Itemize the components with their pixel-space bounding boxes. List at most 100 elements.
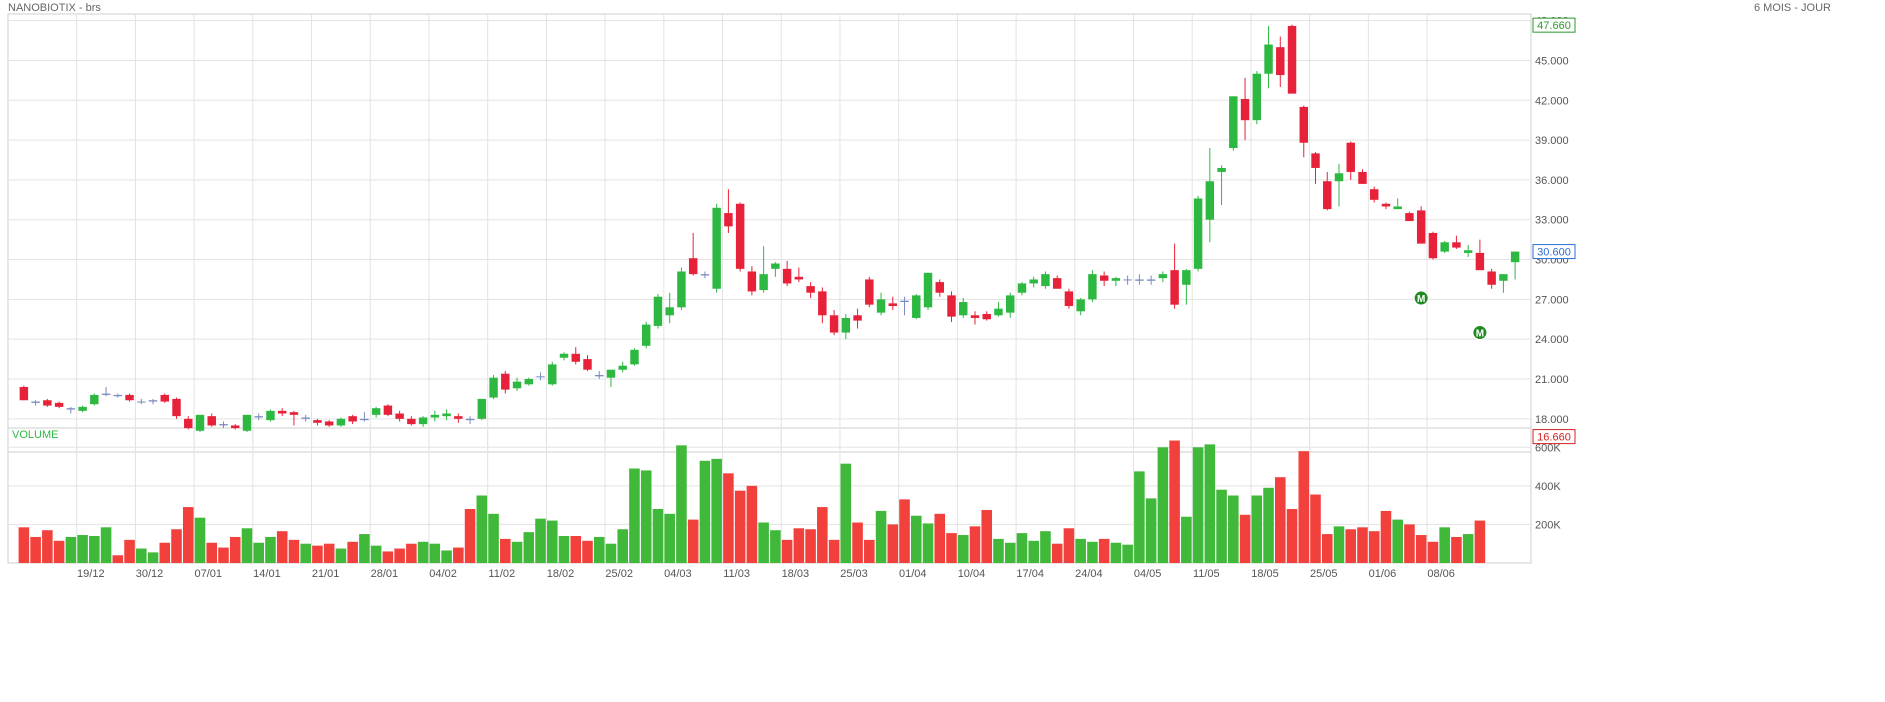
volume-bar[interactable] <box>734 490 746 563</box>
candle-body[interactable] <box>1264 44 1273 74</box>
volume-bar[interactable] <box>42 530 53 563</box>
candle-body[interactable] <box>912 295 921 318</box>
volume-bar[interactable] <box>922 523 934 563</box>
volume-bar[interactable] <box>640 470 652 563</box>
candle-body[interactable] <box>78 406 87 411</box>
volume-bar[interactable] <box>65 536 77 563</box>
candle-body[interactable] <box>430 414 440 418</box>
volume-bar[interactable] <box>840 463 852 563</box>
volume-bar[interactable] <box>699 460 711 563</box>
volume-bar[interactable] <box>1216 489 1227 563</box>
candle-body[interactable] <box>254 416 263 418</box>
volume-bar[interactable] <box>171 529 182 563</box>
candle-body[interactable] <box>418 417 428 425</box>
candle-body[interactable] <box>1346 142 1355 172</box>
volume-bar[interactable] <box>359 534 370 563</box>
volume-bar[interactable] <box>993 538 1004 563</box>
candle-body[interactable] <box>641 324 651 346</box>
candle-body[interactable] <box>853 315 862 321</box>
candle-body[interactable] <box>1463 250 1473 253</box>
volume-bar[interactable] <box>1110 542 1122 563</box>
candle-body[interactable] <box>1076 299 1085 312</box>
volume-bar[interactable] <box>335 548 347 563</box>
volume-bar[interactable] <box>1462 534 1474 563</box>
candle-body[interactable] <box>324 421 334 426</box>
candle-body[interactable] <box>1452 242 1461 248</box>
volume-bar[interactable] <box>1122 544 1133 563</box>
volume-bar[interactable] <box>852 522 863 564</box>
volume-bar[interactable] <box>652 509 664 563</box>
volume-bar[interactable] <box>1016 533 1028 563</box>
candle-body[interactable] <box>454 416 463 419</box>
volume-bar[interactable] <box>124 539 135 563</box>
candle-body[interactable] <box>841 317 851 333</box>
candle-body[interactable] <box>43 400 52 406</box>
volume-bar[interactable] <box>30 536 41 563</box>
candle-body[interactable] <box>735 203 745 269</box>
volume-bar[interactable] <box>887 524 899 563</box>
candle-body[interactable] <box>700 274 710 276</box>
volume-bar[interactable] <box>406 543 417 563</box>
volume-bar[interactable] <box>535 518 546 563</box>
volume-bar[interactable] <box>1145 498 1157 563</box>
candle-body[interactable] <box>148 400 158 402</box>
candle-body[interactable] <box>759 274 768 291</box>
volume-bar[interactable] <box>18 527 30 563</box>
volume-bar[interactable] <box>1192 447 1204 563</box>
candle-body[interactable] <box>489 377 498 398</box>
candle-body[interactable] <box>113 394 123 397</box>
candle-body[interactable] <box>1299 106 1308 143</box>
candle-body[interactable] <box>348 416 357 422</box>
candle-body[interactable] <box>677 271 686 308</box>
candle-body[interactable] <box>1240 98 1250 121</box>
candle-body[interactable] <box>1323 181 1332 210</box>
candle-body[interactable] <box>900 300 909 303</box>
candle-body[interactable] <box>1229 96 1238 149</box>
candle-body[interactable] <box>31 401 40 403</box>
volume-bar[interactable] <box>1263 487 1274 563</box>
candle-body[interactable] <box>1017 283 1027 293</box>
volume-bar[interactable] <box>300 543 311 563</box>
candle-body[interactable] <box>1170 270 1179 305</box>
candle-body[interactable] <box>618 365 627 370</box>
candle-body[interactable] <box>371 408 381 415</box>
volume-bar[interactable] <box>429 543 441 563</box>
volume-bar[interactable] <box>899 499 910 563</box>
volume-bar[interactable] <box>864 539 875 563</box>
volume-bar[interactable] <box>476 495 488 564</box>
candle-body[interactable] <box>829 315 839 333</box>
candle-body[interactable] <box>383 405 393 415</box>
volume-bar[interactable] <box>500 538 511 563</box>
volume-bar[interactable] <box>453 547 464 563</box>
candle-body[interactable] <box>959 302 968 316</box>
candle-body[interactable] <box>1005 295 1015 313</box>
volume-bar[interactable] <box>288 539 300 563</box>
candle-body[interactable] <box>395 413 404 419</box>
volume-bar[interactable] <box>182 507 194 563</box>
candle-body[interactable] <box>583 359 592 370</box>
volume-bar[interactable] <box>1181 516 1192 563</box>
volume-bar[interactable] <box>1251 495 1263 564</box>
candle-body[interactable] <box>982 313 991 320</box>
candle-body[interactable] <box>970 315 980 318</box>
candle-body[interactable] <box>688 258 698 275</box>
candle-body[interactable] <box>1123 279 1132 281</box>
volume-bar[interactable] <box>793 528 805 563</box>
candle-body[interactable] <box>1252 73 1262 121</box>
volume-bar[interactable] <box>100 527 112 563</box>
candle-body[interactable] <box>606 369 616 378</box>
candle-body[interactable] <box>1393 206 1402 210</box>
event-marker-icon[interactable] <box>1472 325 1488 341</box>
candle-body[interactable] <box>794 276 804 280</box>
candle-body[interactable] <box>1146 279 1156 281</box>
candle-body[interactable] <box>207 416 216 426</box>
candle-body[interactable] <box>195 414 205 431</box>
candle-body[interactable] <box>19 386 29 401</box>
volume-bar[interactable] <box>805 529 816 563</box>
volume-bar[interactable] <box>218 547 229 563</box>
candle-body[interactable] <box>289 412 299 415</box>
candle-body[interactable] <box>1416 210 1426 244</box>
candle-body[interactable] <box>360 418 369 421</box>
volume-bar[interactable] <box>1345 529 1357 563</box>
